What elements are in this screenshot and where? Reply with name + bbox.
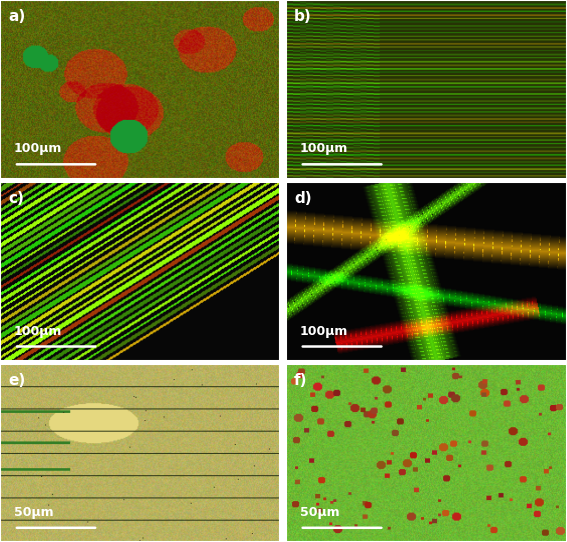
Text: 100μm: 100μm bbox=[300, 325, 348, 338]
Text: b): b) bbox=[294, 9, 312, 24]
Text: 100μm: 100μm bbox=[300, 143, 348, 156]
Text: 50μm: 50μm bbox=[14, 506, 54, 519]
Text: 100μm: 100μm bbox=[14, 143, 62, 156]
Text: d): d) bbox=[294, 191, 312, 206]
Text: a): a) bbox=[9, 9, 26, 24]
Text: c): c) bbox=[9, 191, 24, 206]
Text: 50μm: 50μm bbox=[300, 506, 340, 519]
Text: 100μm: 100μm bbox=[14, 325, 62, 338]
Text: e): e) bbox=[9, 373, 26, 388]
Text: f): f) bbox=[294, 373, 308, 388]
